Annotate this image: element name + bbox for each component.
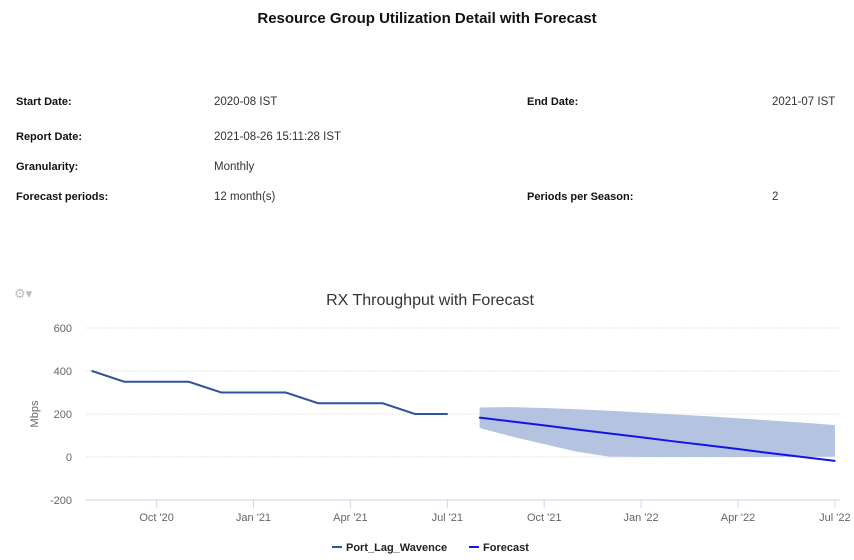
- y-axis-label: Mbps: [29, 400, 41, 427]
- chart-settings-gear-icon[interactable]: ⚙▾: [14, 286, 33, 301]
- forecast-point[interactable]: [543, 424, 545, 427]
- forecast-point[interactable]: [511, 420, 513, 423]
- legend-forecast[interactable]: Forecast: [483, 542, 529, 554]
- x-tick-label: Oct '21: [527, 512, 562, 524]
- port-lag-wavence-point[interactable]: [123, 380, 126, 383]
- x-tick-label: Jul '22: [819, 512, 850, 524]
- y-tick-label: 400: [54, 366, 72, 378]
- end-date-value: 2021-07 IST: [772, 96, 836, 108]
- port-lag-wavence-point[interactable]: [91, 370, 93, 372]
- report-date-label: Report Date:: [16, 131, 83, 143]
- port-lag-wavence-point[interactable]: [381, 402, 384, 405]
- port-lag-wavence-point[interactable]: [446, 413, 449, 415]
- port-lag-wavence-point[interactable]: [220, 391, 222, 394]
- forecast-point[interactable]: [575, 428, 578, 431]
- port-lag-wavence-point[interactable]: [349, 402, 352, 405]
- forecast-point[interactable]: [801, 456, 804, 458]
- port-lag-wavence-line: [91, 370, 448, 415]
- start-date-label: Start Date:: [16, 96, 72, 108]
- granularity-value: Monthly: [214, 161, 255, 173]
- forecast-point[interactable]: [640, 436, 642, 439]
- port-lag-wavence-point[interactable]: [188, 380, 190, 383]
- legend-port-lag[interactable]: Port_Lag_Wavence: [346, 542, 447, 554]
- end-date-label: End Date:: [527, 96, 579, 108]
- forecast-point[interactable]: [608, 432, 610, 435]
- report-title: Resource Group Utilization Detail with F…: [257, 10, 597, 27]
- x-tick-label: Apr '22: [721, 512, 756, 524]
- port-lag-wavence-point[interactable]: [317, 402, 319, 405]
- y-tick-label: -200: [50, 495, 72, 507]
- legend: Port_Lag_Wavence Forecast: [332, 542, 529, 554]
- forecast-point[interactable]: [672, 440, 675, 443]
- y-tick-label: 0: [66, 452, 72, 464]
- forecast-periods-label: Forecast periods:: [16, 191, 109, 203]
- granularity-label: Granularity:: [16, 161, 79, 173]
- x-tick-label: Oct '20: [139, 512, 174, 524]
- forecast-line: [479, 416, 836, 462]
- forecast-point[interactable]: [834, 460, 836, 462]
- start-date-value: 2020-08 IST: [214, 96, 278, 108]
- periods-per-season-label: Periods per Season:: [527, 191, 634, 203]
- forecast-point[interactable]: [769, 452, 772, 454]
- x-tick-label: Jan '22: [624, 512, 659, 524]
- forecast-periods-value: 12 month(s): [214, 191, 276, 203]
- forecast-confidence-band: [479, 407, 835, 457]
- chart-title: RX Throughput with Forecast: [326, 292, 534, 309]
- x-tick-label: Apr '21: [333, 512, 368, 524]
- port-lag-wavence-point[interactable]: [285, 391, 287, 394]
- y-tick-label: 600: [54, 323, 72, 335]
- report-date-value: 2021-08-26 15:11:28 IST: [214, 131, 342, 143]
- x-tick-label: Jan '21: [236, 512, 271, 524]
- forecast-point[interactable]: [478, 416, 481, 419]
- periods-per-season-value: 2: [772, 191, 779, 203]
- port-lag-wavence-point[interactable]: [252, 391, 255, 394]
- y-tick-label: 200: [54, 409, 72, 421]
- port-lag-wavence-point[interactable]: [414, 413, 416, 415]
- forecast-point[interactable]: [704, 444, 707, 446]
- x-tick-label: Jul '21: [432, 512, 463, 524]
- forecast-point[interactable]: [737, 448, 739, 450]
- port-lag-wavence-point[interactable]: [155, 380, 158, 383]
